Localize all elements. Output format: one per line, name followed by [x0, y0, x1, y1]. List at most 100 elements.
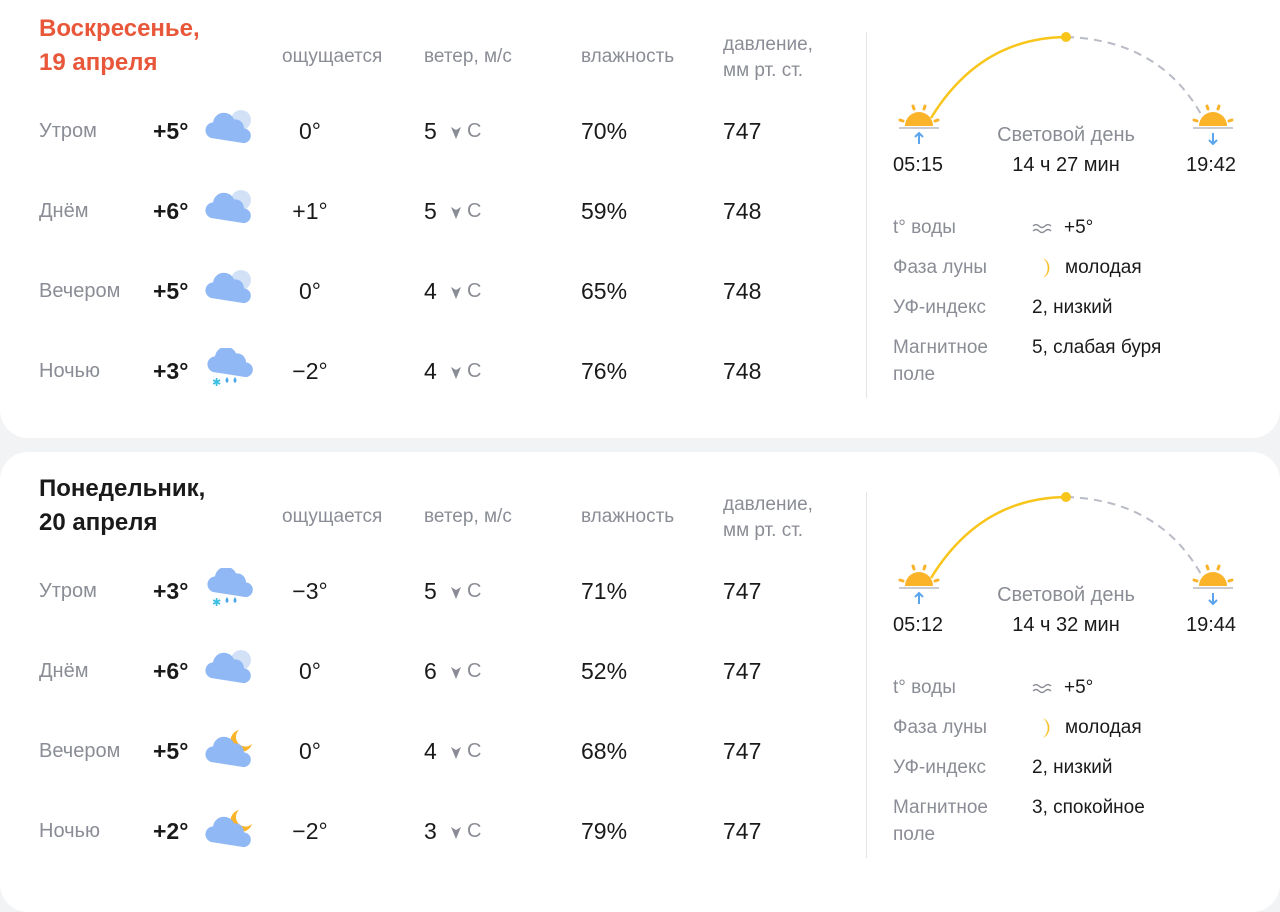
- day-title-date: 19 апреля: [39, 49, 158, 76]
- day-part-label: Ночью: [39, 360, 100, 382]
- sunrise-icon: [898, 564, 940, 604]
- day-title-weekday: Воскресенье,: [39, 15, 200, 42]
- temperature: +5°: [153, 118, 189, 144]
- day-part-label: Утром: [39, 580, 97, 602]
- feels-like: −2°: [292, 358, 328, 384]
- sun-arc: [929, 492, 1203, 579]
- wind-direction-arrow-icon: [451, 207, 461, 219]
- feels-like: +1°: [292, 198, 328, 224]
- moon-crescent-icon: [1043, 718, 1050, 738]
- info-label: Магнитное поле: [893, 797, 988, 845]
- day-part-label: Ночью: [39, 820, 100, 842]
- day-title-weekday: Понедельник,: [39, 475, 206, 502]
- info-value: +5°: [1064, 677, 1094, 698]
- humidity: 70%: [581, 118, 628, 144]
- sunrise-icon: [898, 104, 940, 144]
- header-pressure-unit: мм рт. ст.: [723, 520, 804, 541]
- info-label: Магнитное поле: [893, 337, 988, 385]
- header-wind: ветер, м/с: [424, 46, 512, 67]
- svg-text:✱: ✱: [212, 376, 221, 388]
- wind-speed: 4: [424, 278, 437, 304]
- column-divider: [866, 492, 867, 858]
- info-label: УФ-индекс: [893, 297, 986, 318]
- humidity: 52%: [581, 658, 628, 684]
- header-pressure: давление,: [723, 34, 813, 55]
- info-label: Фаза луны: [893, 717, 988, 738]
- info-value: 2, низкий: [1032, 757, 1113, 778]
- wind-speed: 6: [424, 658, 437, 684]
- sunrise-time: 05:12: [893, 614, 944, 636]
- temperature: +6°: [153, 198, 189, 224]
- header-wind: ветер, м/с: [424, 506, 512, 527]
- wind-speed: 5: [424, 198, 437, 224]
- cloudy-icon: [205, 270, 251, 304]
- feels-like: −2°: [292, 818, 328, 844]
- temperature: +5°: [153, 738, 189, 764]
- feels-like: −3°: [292, 578, 328, 604]
- daylight-duration: 14 ч 32 мин: [1012, 614, 1120, 636]
- day-title-date: 20 апреля: [39, 509, 158, 536]
- header-pressure: давление,: [723, 494, 813, 515]
- wind-direction: С: [467, 120, 482, 142]
- water-waves-icon: [1032, 683, 1052, 694]
- wind-direction: С: [467, 820, 482, 842]
- pressure: 748: [723, 358, 762, 384]
- humidity: 65%: [581, 278, 628, 304]
- pressure: 748: [723, 198, 762, 224]
- wind-direction: С: [467, 280, 482, 302]
- header-humidity: влажность: [581, 506, 675, 527]
- daylight-label: Световой день: [997, 124, 1135, 146]
- header-feels: ощущается: [282, 46, 383, 67]
- cloudy-night-icon: [205, 730, 252, 768]
- wind-direction: С: [467, 660, 482, 682]
- wind-direction: С: [467, 360, 482, 382]
- sunset-time: 19:42: [1186, 154, 1237, 176]
- wind-speed: 5: [424, 578, 437, 604]
- wind-speed: 4: [424, 738, 437, 764]
- temperature: +6°: [153, 658, 189, 684]
- info-value: 3, спокойное: [1032, 797, 1145, 818]
- info-label: УФ-индекс: [893, 757, 986, 778]
- daylight-label: Световой день: [997, 584, 1135, 606]
- temperature: +5°: [153, 278, 189, 304]
- humidity: 76%: [581, 358, 628, 384]
- sunset-icon: [1192, 104, 1234, 146]
- cloudy-icon: [205, 650, 251, 684]
- temperature: +3°: [153, 358, 189, 384]
- wind-speed: 5: [424, 118, 437, 144]
- info-value: 2, низкий: [1032, 297, 1113, 318]
- wind-speed: 4: [424, 358, 437, 384]
- pressure: 747: [723, 658, 762, 684]
- cloudy-night-icon: [205, 810, 252, 848]
- header-pressure-unit: мм рт. ст.: [723, 60, 804, 81]
- sunset-icon: [1192, 564, 1234, 606]
- day-part-label: Утром: [39, 120, 97, 142]
- cloudy-icon: [205, 110, 251, 144]
- cloudy-icon: [205, 190, 251, 224]
- wind-direction-arrow-icon: [451, 747, 461, 759]
- water-waves-icon: [1032, 223, 1052, 234]
- info-value: молодая: [1065, 717, 1142, 738]
- wind-direction-arrow-icon: [451, 827, 461, 839]
- feels-like: 0°: [299, 738, 321, 764]
- humidity: 79%: [581, 818, 628, 844]
- pressure: 747: [723, 738, 762, 764]
- sun-arc: [929, 32, 1203, 119]
- wind-direction: С: [467, 200, 482, 222]
- info-value: молодая: [1065, 257, 1142, 278]
- wind-direction-arrow-icon: [451, 367, 461, 379]
- info-label: t° воды: [893, 217, 956, 238]
- humidity: 59%: [581, 198, 628, 224]
- wind-speed: 3: [424, 818, 437, 844]
- header-feels: ощущается: [282, 506, 383, 527]
- info-label: Фаза луны: [893, 257, 988, 278]
- pressure: 747: [723, 578, 762, 604]
- sleet-icon: ✱: [207, 568, 253, 608]
- pressure: 747: [723, 118, 762, 144]
- wind-direction-arrow-icon: [451, 127, 461, 139]
- humidity: 71%: [581, 578, 628, 604]
- column-divider: [866, 32, 867, 398]
- feels-like: 0°: [299, 658, 321, 684]
- wind-direction-arrow-icon: [451, 587, 461, 599]
- info-value: +5°: [1064, 217, 1094, 238]
